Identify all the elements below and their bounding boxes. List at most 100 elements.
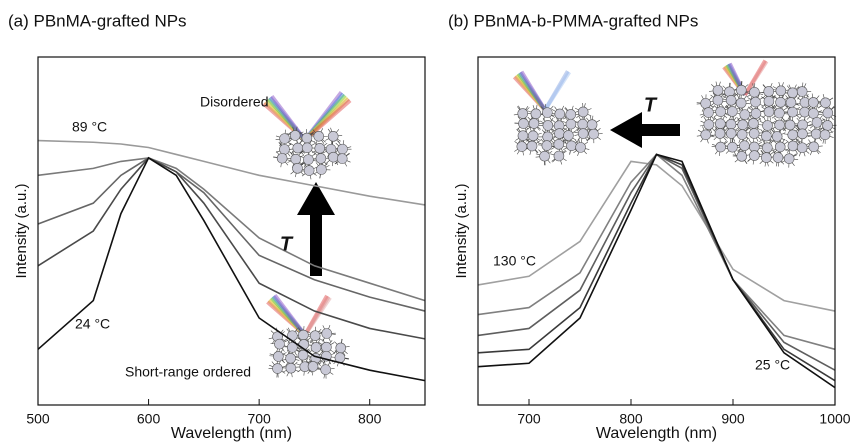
particle	[807, 97, 819, 108]
particle	[748, 128, 760, 139]
particle	[554, 108, 566, 120]
particle	[303, 165, 315, 176]
particle	[762, 142, 773, 154]
particle	[761, 152, 772, 163]
particle	[736, 151, 748, 162]
light-ray	[303, 92, 345, 142]
particle	[310, 342, 322, 353]
x-tick-label: 700	[517, 411, 541, 427]
particle	[763, 95, 775, 107]
particle	[313, 131, 325, 142]
particle	[526, 140, 538, 152]
particle	[285, 353, 296, 364]
particle	[516, 141, 528, 152]
particle	[287, 342, 298, 353]
particle	[783, 153, 795, 164]
particle	[797, 128, 808, 140]
nanoparticle-cluster	[696, 81, 837, 168]
x-axis-label: Wavelength (nm)	[596, 425, 717, 442]
light-ray	[303, 295, 331, 337]
nanoparticle-cluster	[268, 324, 350, 379]
particle	[739, 140, 750, 152]
light-ray	[514, 74, 547, 112]
plot-frame	[37, 56, 426, 406]
data-line	[477, 160, 836, 312]
particle	[542, 131, 553, 143]
particle	[787, 87, 798, 99]
particle	[542, 120, 554, 131]
light-ray	[743, 59, 767, 97]
light-ray	[267, 299, 307, 337]
particle	[530, 108, 542, 120]
particle	[285, 362, 297, 374]
particle	[301, 132, 313, 144]
annotation: Short-range ordered	[125, 364, 251, 380]
particle	[727, 141, 738, 153]
particle	[797, 119, 808, 131]
particle	[517, 108, 529, 119]
x-axis-label: Wavelength (nm)	[171, 425, 292, 442]
data-line	[477, 153, 836, 389]
particle	[303, 154, 314, 165]
particle	[541, 140, 553, 151]
particle	[822, 120, 833, 131]
particle	[763, 86, 775, 97]
light-ray	[515, 73, 547, 112]
chart-title: (b) PBnMA-b-PMMA-grafted NPs	[448, 11, 698, 30]
particle	[577, 118, 589, 130]
particle	[712, 94, 724, 106]
annotation: Disordered	[200, 94, 268, 110]
particle	[787, 106, 798, 118]
particle	[771, 131, 783, 142]
particle	[763, 106, 775, 118]
particle	[272, 363, 283, 374]
particle	[307, 361, 319, 372]
y-axis-label: Intensity (a.u.)	[13, 183, 30, 278]
particle	[566, 140, 577, 152]
particle	[784, 119, 796, 131]
light-ray	[303, 95, 349, 142]
particle	[714, 128, 726, 139]
particle	[316, 164, 327, 175]
particle	[785, 97, 797, 108]
particle	[796, 86, 808, 97]
particle	[725, 95, 737, 106]
x-tick-label: 600	[137, 411, 161, 427]
particle	[321, 328, 333, 339]
particle	[290, 153, 302, 165]
particle	[775, 97, 786, 108]
particle	[700, 98, 711, 109]
particle	[796, 142, 808, 154]
particle	[298, 339, 310, 350]
light-ray	[303, 93, 347, 142]
particle	[712, 85, 724, 96]
particle	[309, 330, 321, 341]
particle	[700, 129, 712, 141]
particle	[703, 119, 715, 130]
particle	[799, 106, 811, 118]
particle	[337, 143, 348, 155]
nanoparticle-cluster	[273, 126, 352, 180]
particle	[787, 129, 799, 141]
particle	[315, 153, 327, 164]
series-label: 25 °C	[755, 357, 790, 373]
particle	[822, 107, 834, 119]
particle	[772, 152, 784, 163]
particle	[335, 342, 347, 354]
light-ray	[512, 75, 547, 112]
particle	[808, 141, 820, 153]
light-ray	[543, 71, 571, 112]
x-tick-label: 800	[358, 411, 382, 427]
light-ray	[516, 72, 547, 112]
particle	[727, 106, 738, 117]
particle	[565, 118, 577, 130]
particle	[577, 128, 589, 139]
data-line	[37, 157, 426, 302]
particle	[774, 119, 785, 131]
annotation: T	[644, 94, 658, 116]
particle	[715, 106, 726, 117]
particle	[703, 107, 714, 118]
particle	[327, 131, 339, 142]
x-tick-label: 500	[26, 411, 50, 427]
